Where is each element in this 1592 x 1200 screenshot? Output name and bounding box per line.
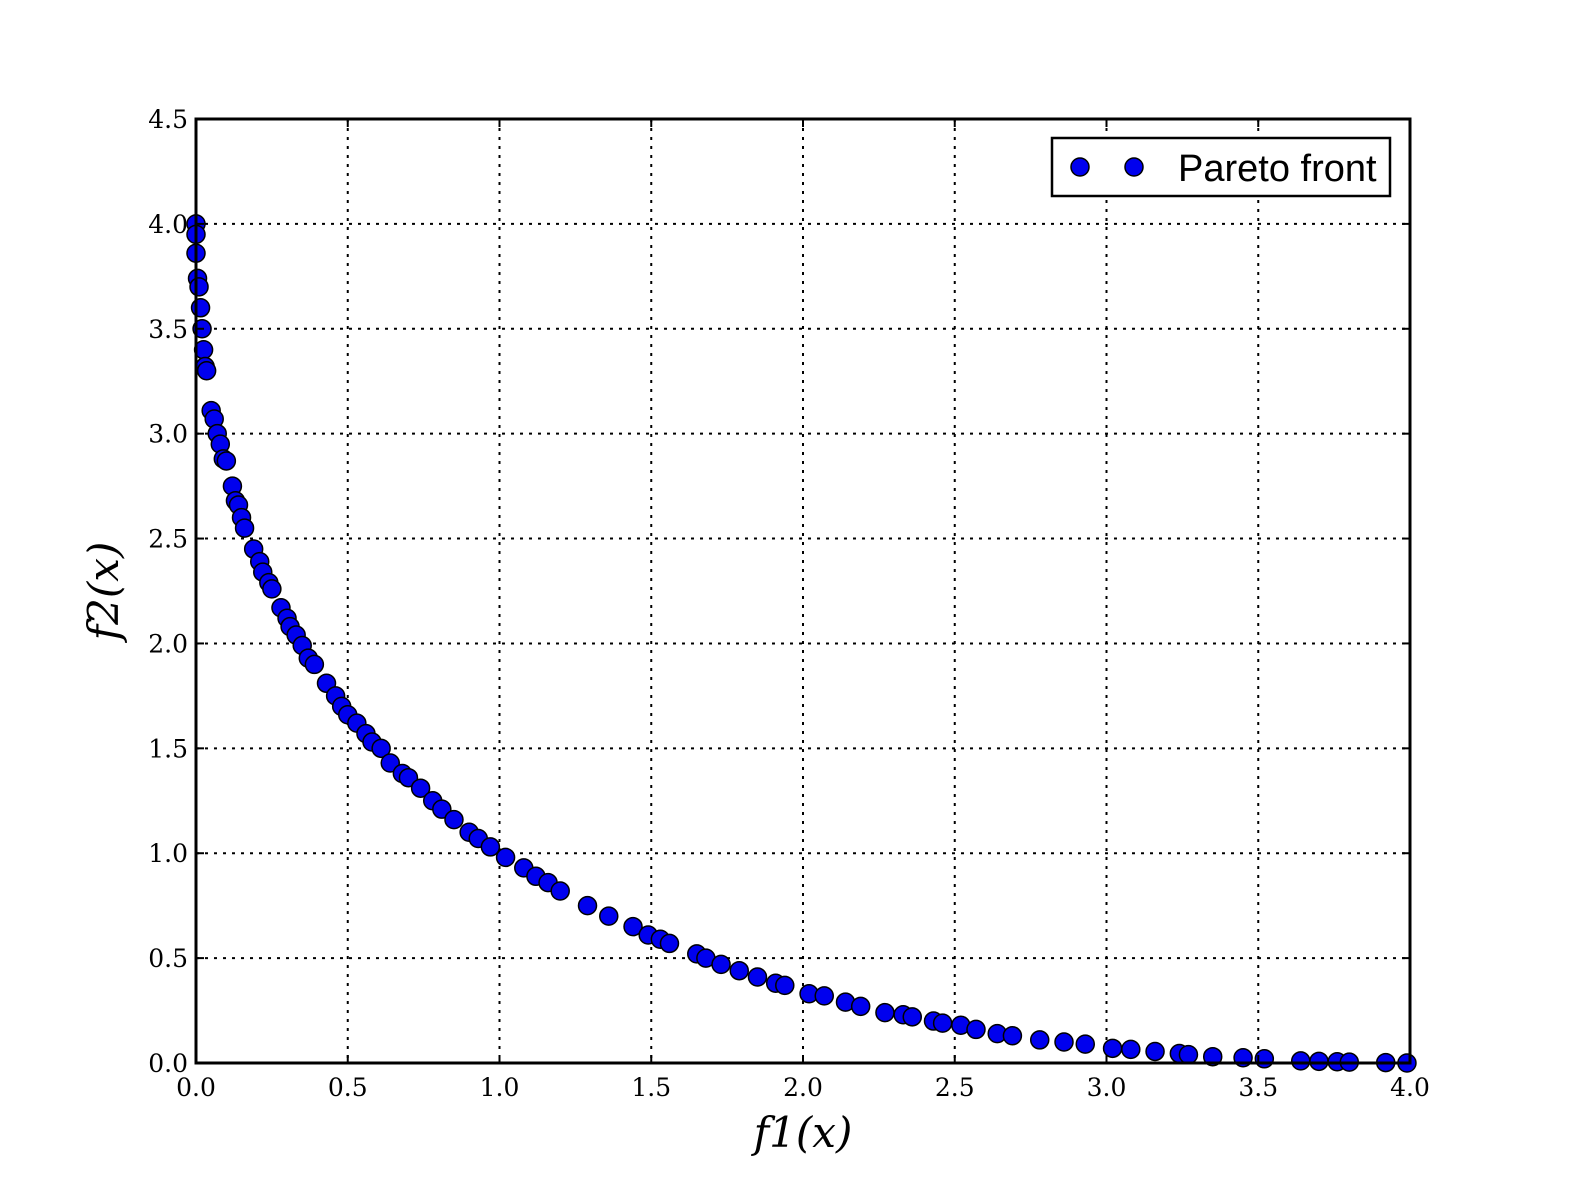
x-tick-label: 2.0 — [783, 1073, 823, 1102]
x-tick-label: 3.5 — [1238, 1073, 1278, 1102]
data-point — [1290, 1051, 1311, 1071]
data-point — [577, 895, 598, 916]
legend-label: Pareto front — [1178, 148, 1377, 190]
data-point — [814, 986, 834, 1006]
data-point — [1309, 1051, 1329, 1072]
data-point — [729, 960, 750, 981]
data-markers — [186, 214, 1417, 1073]
data-point — [902, 1007, 923, 1027]
data-point — [659, 933, 680, 954]
data-point — [1054, 1032, 1074, 1052]
data-point — [234, 518, 255, 538]
data-point — [262, 579, 282, 599]
data-point — [623, 916, 643, 937]
data-point — [189, 277, 209, 297]
data-point — [480, 837, 501, 857]
data-point — [1145, 1041, 1165, 1062]
y-tick-label: 1.0 — [148, 839, 188, 868]
data-point — [444, 809, 464, 830]
data-point — [216, 451, 237, 471]
data-point — [966, 1019, 986, 1040]
data-point — [1202, 1046, 1223, 1067]
y-tick-label: 2.5 — [148, 525, 188, 554]
data-point — [1002, 1025, 1023, 1046]
data-point — [495, 847, 516, 868]
data-point — [747, 967, 768, 987]
legend-box — [1050, 136, 1392, 198]
legend: Pareto front — [1050, 136, 1392, 198]
x-tick-label: 3.0 — [1087, 1073, 1127, 1102]
y-tick-label: 3.0 — [148, 420, 188, 449]
data-point — [1121, 1039, 1141, 1060]
x-tick-labels: 0.0 0.5 1.0 1.5 2.0 2.5 3.0 3.5 4.0 — [176, 1073, 1430, 1102]
y-tick-label: 4.0 — [148, 210, 188, 239]
legend-marker — [1070, 157, 1090, 177]
axis-ticks — [195, 118, 1411, 1064]
data-point — [190, 298, 211, 318]
data-point — [550, 881, 570, 901]
x-tick-label: 1.5 — [631, 1073, 671, 1102]
y-tick-label: 1.5 — [148, 734, 188, 763]
data-point — [1102, 1038, 1123, 1059]
data-point — [371, 738, 391, 759]
x-tick-label: 4.0 — [1390, 1073, 1430, 1102]
data-point — [410, 778, 431, 798]
legend-marker — [1124, 157, 1144, 177]
data-point — [875, 1002, 895, 1023]
x-tick-label: 0.5 — [328, 1073, 368, 1102]
data-point — [850, 996, 871, 1017]
data-point — [711, 954, 731, 975]
y-tick-label: 0.5 — [148, 944, 188, 973]
y-tick-labels: 0.0 0.5 1.0 1.5 2.0 2.5 3.0 3.5 4.0 4.5 — [148, 105, 188, 1078]
data-point — [196, 360, 217, 381]
y-tick-label: 3.5 — [148, 315, 188, 344]
data-point — [1029, 1030, 1050, 1050]
data-point — [1178, 1044, 1199, 1065]
y-tick-label: 0.0 — [148, 1049, 188, 1078]
x-tick-label: 0.0 — [176, 1073, 216, 1102]
data-point — [1075, 1034, 1096, 1054]
y-tick-label: 4.5 — [148, 105, 188, 134]
data-point — [932, 1013, 953, 1033]
y-axis-label: f2(x) — [79, 542, 128, 644]
x-tick-label: 1.0 — [480, 1073, 520, 1102]
data-point — [599, 906, 619, 926]
x-tick-label: 2.5 — [935, 1073, 975, 1102]
data-point — [304, 654, 325, 675]
x-axis-label: f1(x) — [751, 1108, 853, 1157]
y-tick-label: 2.0 — [148, 629, 188, 658]
data-point — [775, 975, 795, 996]
